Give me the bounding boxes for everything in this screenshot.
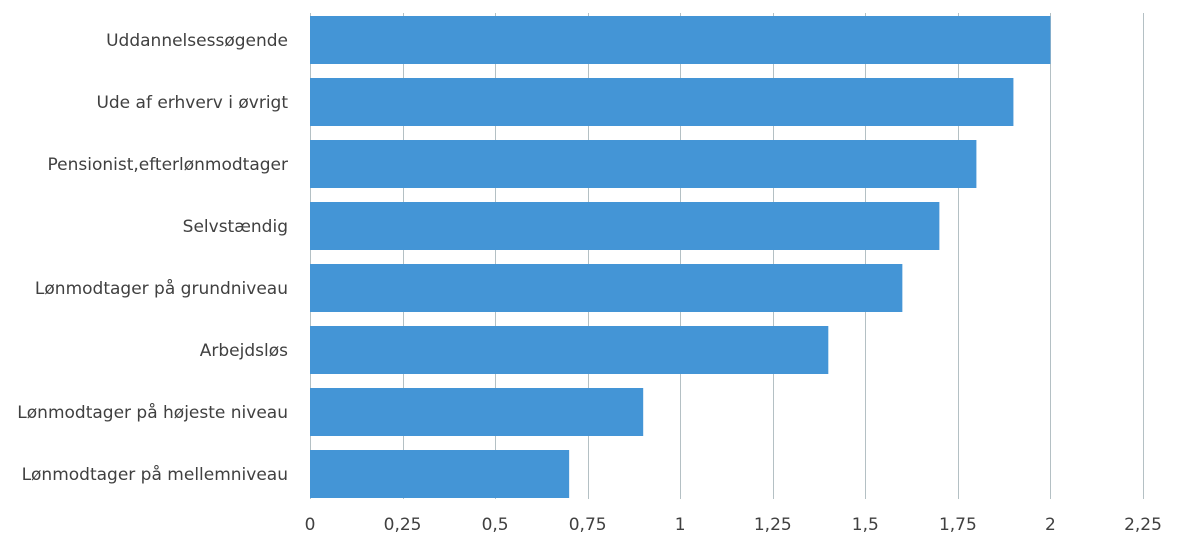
category-label: Lønmodtager på mellemniveau <box>22 464 288 485</box>
bar <box>310 140 977 188</box>
bar <box>310 78 1014 126</box>
x-tick-labels: 0 0,25 0,5 0,75 1 1,25 1,5 1,75 2 2,25 <box>305 515 1162 535</box>
bar <box>310 264 903 312</box>
category-label: Pensionist,efterlønmodtager <box>47 155 288 175</box>
x-tick-label: 2,25 <box>1124 515 1162 535</box>
x-tick-label: 0 <box>305 515 316 535</box>
x-tick-label: 1,75 <box>939 515 977 535</box>
bar <box>310 202 940 250</box>
category-label: Ude af erhverv i øvrigt <box>96 93 288 113</box>
bar <box>310 326 829 374</box>
x-tick-label: 0,5 <box>482 515 509 535</box>
category-label: Selvstændig <box>183 217 288 237</box>
x-tick-label: 1 <box>675 515 686 535</box>
x-tick-label: 1,5 <box>852 515 879 535</box>
category-label: Lønmodtager på højeste niveau <box>17 402 288 423</box>
bar <box>310 388 644 436</box>
bars <box>310 16 1051 498</box>
category-label: Arbejdsløs <box>200 341 288 361</box>
category-label: Uddannelsessøgende <box>106 31 288 51</box>
category-label: Lønmodtager på grundniveau <box>35 278 288 299</box>
x-tick-label: 0,75 <box>569 515 607 535</box>
x-tick-label: 2 <box>1045 515 1056 535</box>
category-labels: Uddannelsessøgende Ude af erhverv i øvrig… <box>17 31 288 485</box>
bar <box>310 450 570 498</box>
bar <box>310 16 1051 64</box>
x-tick-label: 0,25 <box>384 515 422 535</box>
x-tick-label: 1,25 <box>754 515 792 535</box>
